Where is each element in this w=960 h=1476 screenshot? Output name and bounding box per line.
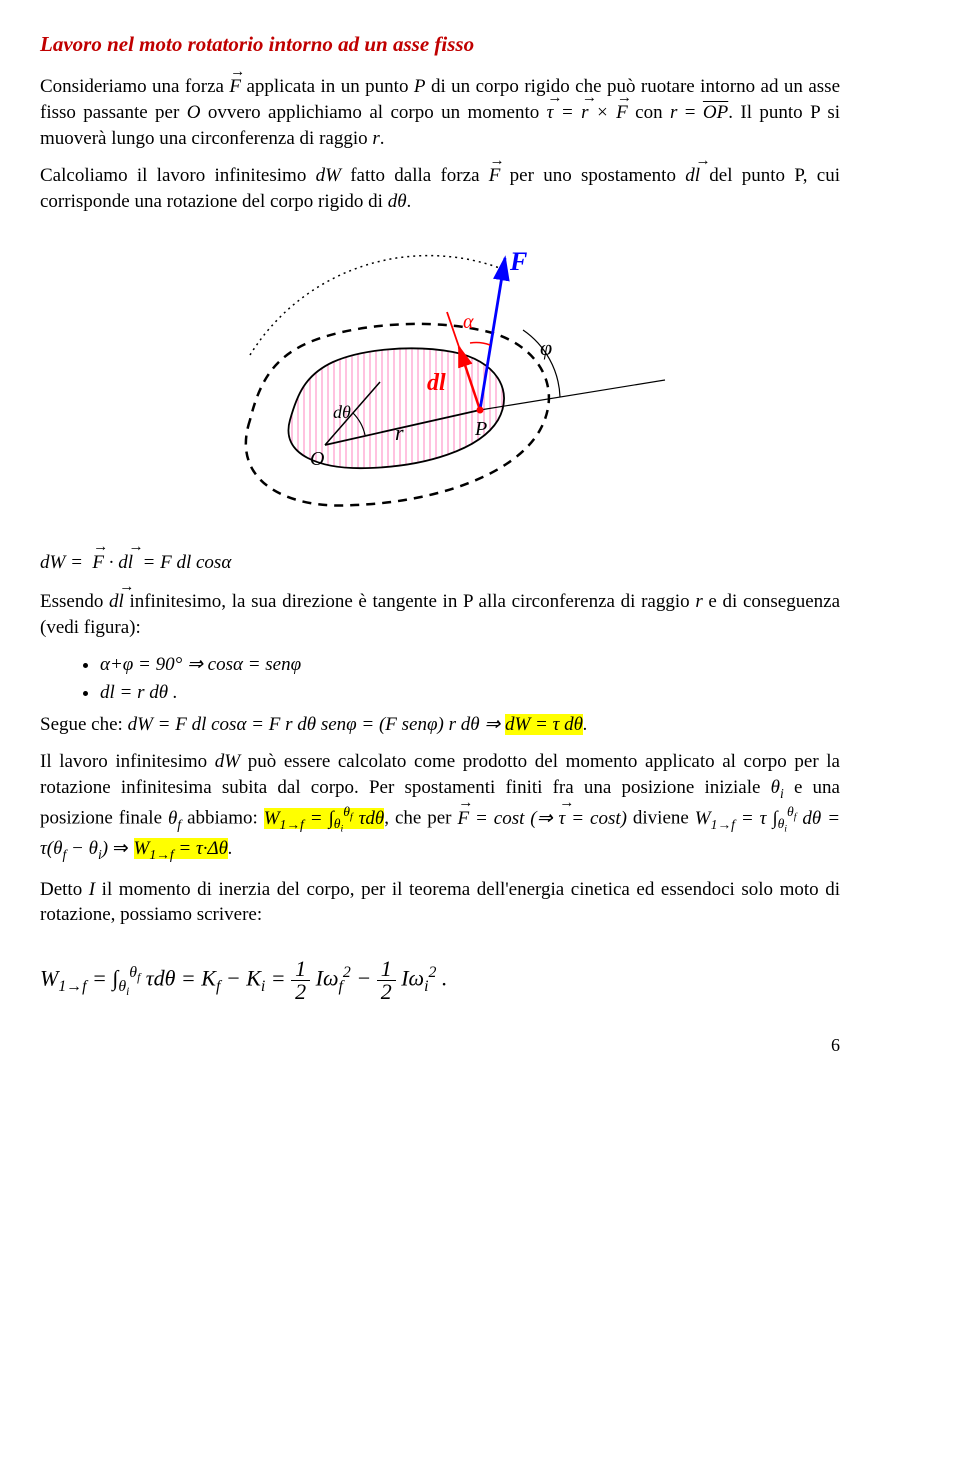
segue-highlight: dW = τ dθ [505, 714, 583, 735]
text: infinitesimo, la sua direzione è tangent… [129, 591, 695, 612]
w-delta-hl: W1→f = τ·Δθ [134, 838, 229, 859]
text: abbiamo: [187, 808, 264, 829]
bullet-2-text: dl = r dθ . [100, 682, 178, 703]
label-r: r [395, 420, 404, 445]
phi-baseline [480, 380, 665, 410]
text: . [583, 714, 588, 735]
text: Calcoliamo il lavoro infinitesimo [40, 165, 316, 186]
paragraph-essendo: Essendo dl infinitesimo, la sua direzion… [40, 589, 840, 640]
label-phi: φ [540, 335, 552, 360]
dl-extension [447, 312, 459, 347]
dW: dW [316, 165, 341, 186]
text: . [228, 838, 233, 859]
eq-dW: dW = F · dl = F dl cosα [40, 550, 840, 576]
paragraph-2: Calcoliamo il lavoro infinitesimo dW fat… [40, 163, 840, 214]
page-number: 6 [40, 1033, 840, 1057]
segue-line: Segue che: dW = F dl cosα = F r dθ senφ … [40, 712, 840, 738]
figure: F α φ dl dθ r P O [40, 240, 840, 520]
bullet-list: α+φ = 90° ⇒ cosα = senφ dl = r dθ . [40, 652, 840, 705]
segue-eq: dW = F dl cosα = F r dθ senφ = (F senφ) … [128, 714, 505, 735]
label-P: P [474, 418, 487, 440]
text: per uno spostamento [510, 165, 686, 186]
label-dl: dl [427, 370, 446, 396]
label-F: F [509, 247, 527, 276]
text: Il lavoro infinitesimo [40, 751, 215, 772]
bullet-1: α+φ = 90° ⇒ cosα = senφ [100, 652, 840, 678]
text: , che per [384, 808, 457, 829]
label-alpha: α [463, 311, 474, 333]
text: . [380, 128, 385, 149]
text: Segue che: [40, 714, 128, 735]
bullet-1-text: α+φ = 90° ⇒ cosα = senφ [100, 654, 301, 675]
rotating-body-diagram: F α φ dl dθ r P O [205, 240, 675, 520]
text: applicata in un punto [246, 76, 413, 97]
bullet-2: dl = r dθ . [100, 680, 840, 706]
paragraph-1: Consideriamo una forza F applicata in un… [40, 74, 840, 151]
text: Essendo [40, 591, 109, 612]
page: Lavoro nel moto rotatorio intorno ad un … [0, 0, 880, 1097]
text: con [635, 102, 670, 123]
text: Detto I il momento di inerzia del corpo,… [40, 879, 840, 926]
paragraph-il-lavoro: Il lavoro infinitesimo dW può essere cal… [40, 749, 840, 864]
label-dtheta: dθ [333, 402, 351, 422]
text: diviene [633, 808, 695, 829]
text: . [407, 191, 412, 212]
paragraph-detto: Detto I il momento di inerzia del corpo,… [40, 877, 840, 928]
dtheta: dθ [388, 191, 407, 212]
label-O: O [310, 448, 324, 470]
section-title: Lavoro nel moto rotatorio intorno ad un … [40, 30, 840, 58]
eq-final: W1→f = ∫θiθf τdθ = Kf − Ki = 1 2 Iωf2 − … [40, 958, 840, 1003]
w1f-integral-hl: W1→f = ∫θiθf τdθ [264, 808, 385, 829]
P-point [477, 406, 484, 413]
trajectory-dotted [250, 255, 505, 354]
text: fatto dalla forza [350, 165, 489, 186]
text: Consideriamo una forza [40, 76, 229, 97]
alpha-arc [470, 342, 490, 344]
text: ovvero applichiamo al corpo un momento [208, 102, 547, 123]
